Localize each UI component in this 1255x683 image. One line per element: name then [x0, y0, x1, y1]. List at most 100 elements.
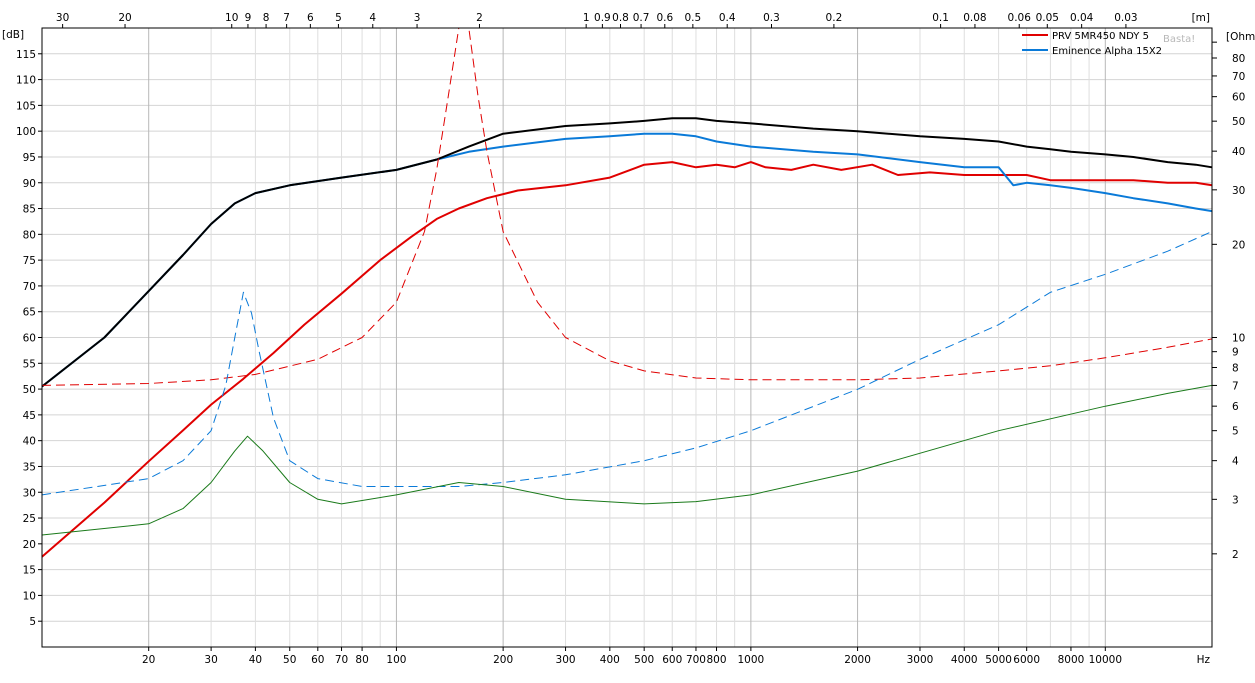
x-tick-label: 5000 — [985, 654, 1012, 666]
x-tick-label: 6000 — [1013, 654, 1040, 666]
right-tick-label: 30 — [1232, 185, 1245, 197]
right-tick-label: 20 — [1232, 239, 1245, 251]
x-tick-label: 600 — [662, 654, 682, 666]
top-tick-label: 0.06 — [1008, 12, 1032, 24]
x-tick-label: 700 — [686, 654, 706, 666]
right-axis-unit: [Ohm] — [1226, 31, 1255, 43]
x-tick-label: 50 — [283, 654, 296, 666]
axis-labels: 20 30 40 50 60 70 80 100 200 300 400 500 600 700 800 10… — [16, 12, 1245, 666]
top-tick-label: 4 — [369, 12, 376, 24]
right-tick-label: 9 — [1232, 347, 1239, 359]
y-tick-label: 50 — [23, 384, 36, 396]
x-tick-label: 8000 — [1058, 654, 1085, 666]
x-tick-label: 10000 — [1089, 654, 1122, 666]
y-tick-label: 60 — [23, 333, 36, 345]
top-tick-label: 0.7 — [633, 12, 650, 24]
x-tick-label: 2000 — [844, 654, 871, 666]
top-tick-label: 5 — [335, 12, 342, 24]
x-tick-label: 3000 — [907, 654, 934, 666]
top-tick-label: 0.2 — [826, 12, 843, 24]
x-tick-label: 30 — [204, 654, 217, 666]
legend: PRV 5MR450 NDY 5 Eminence Alpha 15X2 — [1022, 31, 1162, 57]
right-tick-label: 10 — [1232, 333, 1245, 345]
top-tick-label: 1 — [583, 12, 590, 24]
x-tick-label: 70 — [335, 654, 348, 666]
top-axis-unit: [m] — [1192, 12, 1210, 24]
x-tick-label: 800 — [706, 654, 726, 666]
axis-ticks — [38, 24, 1217, 651]
data-series — [41, 27, 1213, 558]
right-tick-label: 50 — [1232, 116, 1245, 128]
y-tick-label: 90 — [23, 178, 36, 190]
top-tick-label: 0.1 — [932, 12, 949, 24]
x-tick-label: 80 — [355, 654, 368, 666]
top-tick-label: 0.08 — [963, 12, 986, 24]
series-impedance-curve-4 — [41, 231, 1213, 496]
left-axis-unit: [dB] — [2, 29, 24, 41]
top-tick-label: 30 — [56, 12, 69, 24]
x-tick-label: 40 — [249, 654, 262, 666]
top-tick-label: 3 — [414, 12, 421, 24]
series-impedance-curve-5 — [41, 384, 1213, 536]
top-tick-label: 0.05 — [1036, 12, 1059, 24]
x-tick-label: 4000 — [951, 654, 978, 666]
series-spl-curve-2 — [41, 117, 1213, 388]
y-tick-label: 55 — [23, 358, 36, 370]
y-tick-label: 85 — [23, 204, 36, 216]
x-tick-label: 200 — [493, 654, 513, 666]
top-tick-label: 7 — [283, 12, 290, 24]
y-tick-label: 100 — [16, 126, 36, 138]
y-tick-label: 45 — [23, 410, 36, 422]
y-tick-label: 115 — [16, 49, 36, 61]
y-tick-label: 110 — [16, 75, 36, 87]
top-tick-label: 20 — [118, 12, 131, 24]
top-tick-label: 0.03 — [1114, 12, 1137, 24]
y-tick-label: 10 — [23, 590, 36, 602]
y-tick-label: 20 — [23, 539, 36, 551]
right-tick-label: 70 — [1232, 71, 1245, 83]
legend-label-eminence: Eminence Alpha 15X2 — [1052, 46, 1162, 57]
y-tick-label: 5 — [29, 616, 36, 628]
y-tick-label: 25 — [23, 513, 36, 525]
top-tick-label: 0.6 — [656, 12, 673, 24]
y-tick-label: 30 — [23, 487, 36, 499]
x-tick-label: 1000 — [738, 654, 765, 666]
y-tick-label: 40 — [23, 436, 36, 448]
top-tick-label: 0.8 — [612, 12, 629, 24]
x-tick-label: 60 — [311, 654, 324, 666]
brand-watermark: Basta! — [1163, 34, 1195, 45]
right-tick-label: 6 — [1232, 401, 1239, 413]
x-tick-label: 500 — [634, 654, 654, 666]
x-tick-label: 100 — [386, 654, 406, 666]
top-tick-label: 0.9 — [594, 12, 611, 24]
right-tick-label: 2 — [1232, 549, 1239, 561]
legend-label-prv: PRV 5MR450 NDY 5 — [1052, 31, 1149, 42]
top-tick-label: 9 — [245, 12, 252, 24]
y-tick-label: 35 — [23, 461, 36, 473]
right-tick-label: 60 — [1232, 92, 1245, 104]
top-tick-label: 6 — [307, 12, 314, 24]
y-tick-label: 105 — [16, 100, 36, 112]
right-tick-label: 7 — [1232, 380, 1239, 392]
top-tick-label: 2 — [476, 12, 483, 24]
y-tick-label: 95 — [23, 152, 36, 164]
y-tick-label: 70 — [23, 281, 36, 293]
right-tick-label: 8 — [1232, 362, 1239, 374]
x-tick-label: 400 — [600, 654, 620, 666]
top-tick-label: 10 — [225, 12, 238, 24]
y-tick-label: 65 — [23, 307, 36, 319]
series-spl-prv-5mr450-ndy-5 — [41, 161, 1213, 558]
top-tick-label: 8 — [263, 12, 270, 24]
x-axis-unit: Hz — [1197, 654, 1211, 666]
x-tick-label: 20 — [142, 654, 155, 666]
y-tick-label: 15 — [23, 565, 36, 577]
top-tick-label: 0.4 — [719, 12, 736, 24]
x-tick-label: 300 — [556, 654, 576, 666]
top-tick-label: 0.5 — [685, 12, 702, 24]
right-tick-label: 80 — [1232, 53, 1245, 65]
right-tick-label: 40 — [1232, 146, 1245, 158]
series-impedance-curve-3 — [41, 27, 1213, 386]
top-tick-label: 0.3 — [763, 12, 780, 24]
